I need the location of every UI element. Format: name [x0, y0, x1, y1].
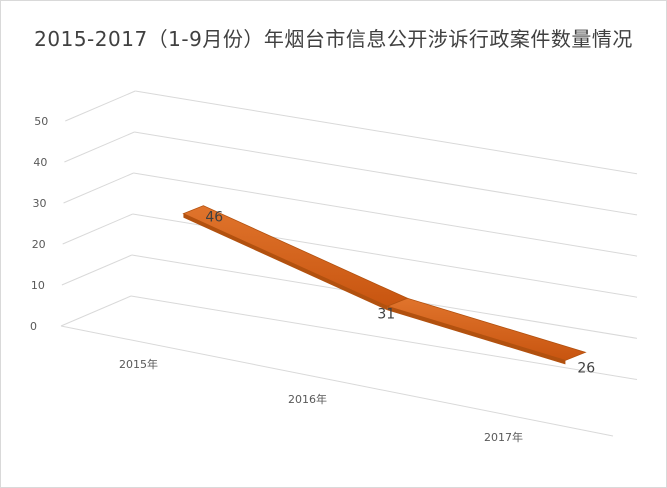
- data-label: 46: [205, 210, 223, 226]
- y-tick-label: 0: [30, 320, 37, 333]
- x-tick-label: 2017年: [484, 430, 523, 444]
- gridline-wall: [61, 254, 133, 286]
- gridline-wall: [63, 172, 134, 204]
- gridline: [130, 295, 638, 380]
- y-tick-label: 10: [31, 279, 45, 292]
- series-segment: [386, 297, 587, 361]
- x-tick-label: 2016年: [288, 392, 327, 406]
- gridline-wall: [64, 131, 135, 163]
- chart-title: 2015-2017（1-9月份）年烟台市信息公开涉诉行政案件数量情况: [34, 27, 633, 51]
- gridline-wall: [65, 90, 136, 122]
- y-tick-label: 50: [34, 115, 48, 128]
- gridline: [135, 90, 638, 175]
- y-tick-label: 40: [33, 156, 47, 169]
- gridline: [134, 131, 638, 216]
- floor-edge: [60, 325, 614, 437]
- y-tick-label: 30: [33, 197, 47, 210]
- gridline-wall: [60, 295, 132, 327]
- y-tick-label: 20: [32, 238, 46, 251]
- series-segment-edge: [183, 213, 388, 311]
- data-label: 31: [377, 306, 395, 322]
- series-segment-edge: [387, 306, 566, 365]
- gridline: [133, 172, 638, 257]
- x-tick-label: 2015年: [119, 357, 158, 371]
- gridline-wall: [62, 213, 133, 245]
- data-label: 26: [577, 360, 595, 376]
